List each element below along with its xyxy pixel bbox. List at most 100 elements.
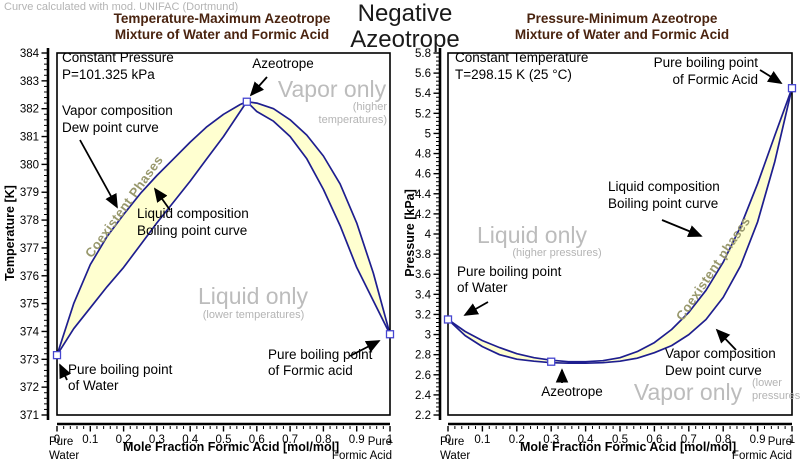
vapor-region-sub-line2: temperatures) [318, 113, 387, 126]
y-tick-label: 3.4 [415, 289, 432, 301]
y-tick-label: 382 [20, 104, 39, 116]
vapor-region-sub-line1: (higher [352, 101, 387, 113]
point-marker [385, 330, 395, 339]
dew-curve-label: Vapor composition Dew point curve [665, 346, 776, 379]
x-axis-right-endpoint-label: Pure Formic Acid [322, 436, 392, 463]
vapor-region-label: Vapor only [277, 76, 387, 102]
pure-water-line1: Pure boiling point [457, 264, 562, 279]
y-tick-label: 383 [20, 76, 39, 88]
y-tick-label: 375 [20, 299, 39, 311]
constant-condition-label: Constant Temperature T=298.15 K (25 °C) [455, 50, 588, 83]
y-tick-label: 2.8 [415, 350, 431, 362]
point-marker [52, 350, 62, 360]
x-tick-label: 0.8 [715, 434, 731, 446]
x-axis-left-endpoint-label: Pure Water [49, 436, 79, 463]
y-tick-label: 2.2 [415, 410, 431, 422]
azeotrope-label: Azeotrope [252, 56, 314, 71]
point-marker [547, 357, 556, 366]
constant-condition-line2: T=298.15 K (25 °C) [455, 66, 572, 82]
chart-title: Pressure-Minimum Azeotrope Mixture of Wa… [472, 11, 772, 42]
x-left-line2: Water [49, 449, 80, 462]
y-tick-label: 384 [20, 48, 40, 60]
x-tick-label: 0.3 [149, 434, 165, 446]
x-tick-label: 0.6 [249, 434, 265, 446]
y-tick-label: 5.6 [415, 68, 431, 80]
x-tick-label: 0.2 [509, 434, 525, 446]
x-tick-label: 0.1 [82, 434, 98, 446]
series-curve-1 [447, 88, 793, 365]
plot-border [447, 52, 793, 416]
chart-title: Temperature-Maximum Azeotrope Mixture of… [72, 11, 372, 42]
x-tick-label: 0.1 [474, 434, 490, 446]
x-tick-label: 0.6 [646, 434, 662, 446]
y-tick-label: 3.8 [415, 249, 431, 261]
x-tick-label: 0.2 [116, 434, 132, 446]
pure-formic-line1: Pure boiling point [268, 347, 373, 362]
x-tick-label: 0.4 [578, 434, 595, 446]
x-tick-label: 0.5 [216, 434, 232, 446]
point-marker [242, 97, 251, 106]
y-tick-label: 381 [20, 132, 39, 144]
constant-condition-label: Constant Pressure P=101.325 kPa [62, 50, 174, 83]
figure-title: Negative Azeotrope [320, 1, 490, 53]
y-tick-label: 376 [20, 271, 39, 283]
x-left-line2: Water [440, 449, 471, 462]
y-tick-label: 5.4 [415, 88, 432, 100]
liquid-region-sublabel: (higher pressures) [512, 247, 602, 259]
y-tick-label: 2.4 [415, 390, 432, 402]
x-tick-label: 0.3 [543, 434, 559, 446]
x-tick-label: 0.7 [282, 434, 298, 446]
y-tick-label: 4.6 [415, 169, 431, 181]
pure-water-boiling-label: Pure boiling point of Water [457, 264, 561, 296]
x-tick-label: 0.9 [750, 434, 766, 446]
y-tick-label: 377 [20, 243, 39, 255]
constant-condition-line1: Constant Pressure [62, 50, 174, 65]
pure-formic-boiling-label: Pure boiling point of Formic Acid [600, 55, 758, 88]
plot-border [56, 52, 391, 416]
chart-title-line1: Pressure-Minimum Azeotrope [526, 11, 718, 26]
x-tick-label: 0.5 [612, 434, 628, 446]
y-tick-label: 3 [425, 330, 431, 342]
dew-curve-line1: Vapor composition [665, 346, 776, 361]
liquid-region-label: Liquid only [198, 283, 308, 309]
y-tick-label: 3.2 [415, 309, 431, 321]
chart-title-line1: Temperature-Maximum Azeotrope [113, 11, 331, 26]
vapor-region-sublabel: (lower pressures) [752, 377, 800, 402]
x-axis-title: Mole Fraction Formic Acid [mol/mol] [520, 440, 737, 454]
vapor-region-sublabel: (higher temperatures) [300, 101, 387, 126]
series-curve-0 [447, 87, 793, 363]
pure-formic-boiling-label: Pure boiling point of Formic acid [268, 347, 372, 379]
x-axis-title: Mole Fraction Formic Acid [mol/mol] [123, 440, 340, 454]
vapor-region-sub-line1: (lower [752, 377, 782, 389]
y-tick-label: 5.8 [415, 48, 431, 60]
dew-curve-line2: Dew point curve [665, 362, 762, 378]
x-right-line1: Pure [767, 436, 792, 448]
credit-note: Curve calculated with mod. UNIFAC (Dortm… [4, 1, 239, 13]
boiling-curve-line1: Liquid composition [608, 179, 720, 194]
y-tick-label: 5 [425, 128, 431, 140]
x-right-line2: Formic Acid [731, 449, 792, 462]
figure-title-line2: Azeotrope [350, 26, 460, 53]
x-tick-label: 0.8 [315, 434, 331, 446]
x-left-line1: Pure [49, 436, 74, 448]
pure-water-boiling-label: Pure boiling point of Water [68, 362, 172, 394]
series-curve-0 [56, 100, 391, 356]
x-tick-label: 1 [789, 434, 795, 446]
azeotrope-label: Azeotrope [541, 384, 603, 399]
x-tick-label: 0 [54, 434, 60, 446]
boiling-curve-line1: Liquid composition [137, 206, 249, 221]
pure-formic-line2: of Formic Acid [672, 71, 758, 87]
y-tick-label: 372 [20, 382, 39, 394]
coexistence-band [448, 88, 792, 364]
dew-curve-line1: Vapor composition [62, 103, 173, 118]
plot-area: 371 372 373 374 375 376 377 378 379 380 381 382 383 3… [20, 48, 395, 446]
x-tick-label: 1 [387, 434, 393, 446]
y-tick-label: 373 [20, 354, 39, 366]
y-tick-label: 379 [20, 187, 39, 199]
chart-title-line2: Mixture of Water and Formic Acid [114, 26, 330, 42]
dew-curve-line2: Dew point curve [62, 119, 159, 135]
coexistence-band [57, 101, 390, 356]
y-tick-label: 4.8 [415, 149, 431, 161]
x-tick-label: 0 [445, 434, 451, 446]
